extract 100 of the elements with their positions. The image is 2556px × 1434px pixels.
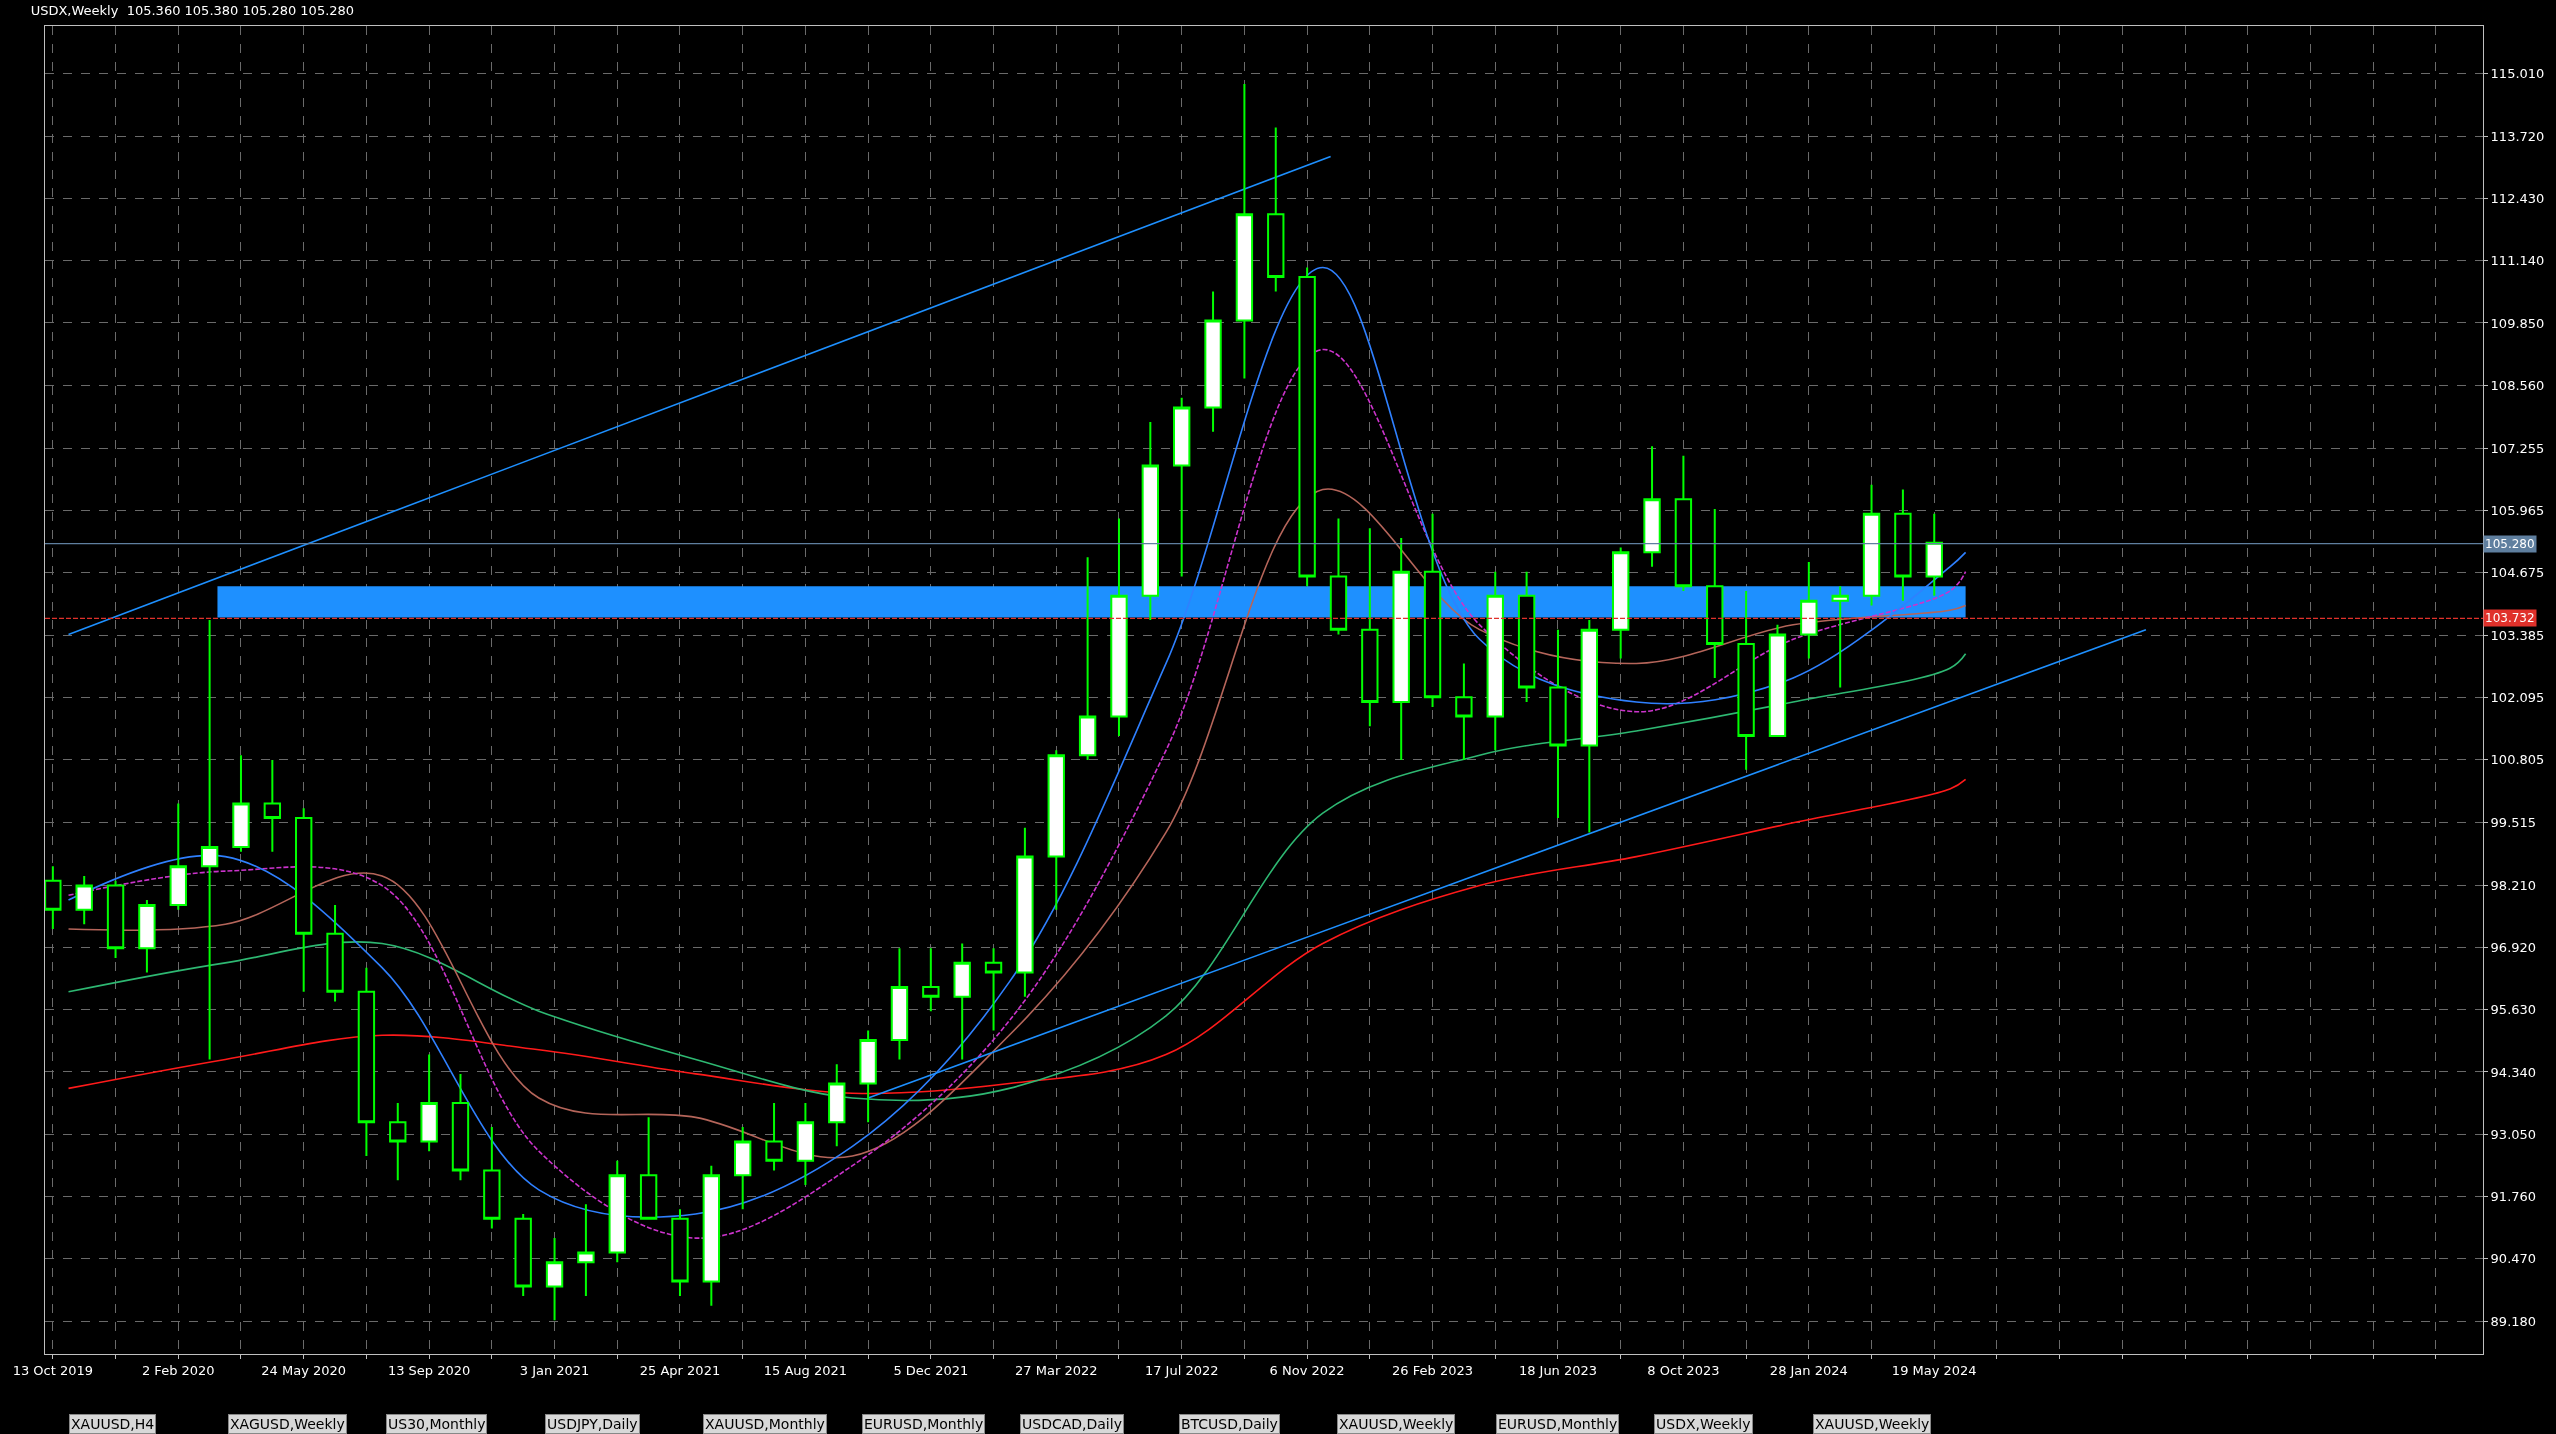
x-tick-label: 18 Jun 2023 — [1518, 1362, 1598, 1378]
candlestick — [1549, 628, 1567, 819]
candlestick — [169, 802, 187, 911]
candlestick — [1643, 445, 1661, 568]
candlestick — [326, 903, 344, 1003]
candlestick — [1298, 266, 1316, 588]
y-tick-label: 102.095 — [2490, 690, 2545, 706]
text: XAUUSD,Weekly — [1339, 1416, 1454, 1432]
candlestick — [389, 1101, 407, 1182]
candlestick — [1235, 82, 1254, 380]
candlestick — [922, 947, 940, 1013]
candlestick — [1894, 488, 1912, 602]
candlestick — [1110, 517, 1128, 737]
candlestick — [859, 1029, 877, 1124]
chart-title: USDX,Weekly 105.360 105.380 105.280 105.280 — [30, 2, 355, 18]
text: XAGUSD,Weekly — [230, 1416, 345, 1432]
y-tick-label: 103.385 — [2490, 627, 2545, 643]
x-tick-label: 24 May 2020 — [261, 1362, 347, 1378]
candlestick — [796, 1101, 815, 1186]
x-tick-label: 19 May 2024 — [1891, 1362, 1977, 1378]
candlestick — [953, 942, 971, 1061]
text: XAUUSD,H4 — [71, 1416, 155, 1432]
candlestick — [1329, 517, 1348, 636]
candlestick — [483, 1126, 501, 1230]
candlestick — [545, 1237, 564, 1322]
y-tick-label: 91.760 — [2490, 1189, 2537, 1205]
x-tick-label: 15 Aug 2021 — [763, 1362, 848, 1378]
candlestick — [1737, 590, 1755, 771]
text: BTCUSD,Daily — [1181, 1416, 1278, 1432]
y-tick-label: 109.850 — [2490, 315, 2545, 331]
candlestick — [1141, 420, 1160, 621]
candlestick — [514, 1212, 532, 1298]
ref-line-label: 105.280 — [2485, 537, 2535, 551]
text: USDX,Weekly — [1656, 1416, 1751, 1432]
x-tick-label: 13 Sep 2020 — [387, 1362, 471, 1378]
y-tick-label: 90.470 — [2490, 1251, 2537, 1267]
y-tick-label: 111.140 — [2490, 253, 2545, 269]
candlestick — [1612, 546, 1630, 660]
text: US30,Monthly — [388, 1416, 486, 1432]
candlestick — [295, 807, 313, 993]
candlestick — [765, 1101, 783, 1172]
candlestick — [734, 1126, 752, 1211]
candlestick — [106, 879, 125, 960]
y-tick-label: 113.720 — [2490, 128, 2545, 144]
candlestick — [1674, 454, 1693, 592]
candlestick — [1078, 556, 1097, 762]
x-tick-label: 28 Jan 2024 — [1769, 1362, 1848, 1378]
y-tick-label: 105.965 — [2490, 503, 2545, 519]
y-tick-label: 95.630 — [2490, 1002, 2537, 1018]
y-tick-label: 94.340 — [2490, 1064, 2537, 1080]
candlestick — [1800, 561, 1818, 660]
candlestick — [1862, 483, 1881, 607]
y-tick-label: 89.180 — [2490, 1313, 2537, 1329]
candlestick — [1517, 570, 1536, 704]
candlestick — [357, 966, 376, 1158]
text: EURUSD,Monthly — [864, 1416, 984, 1432]
candlestick — [45, 865, 62, 931]
candlestick — [1486, 570, 1504, 752]
candlestick — [1925, 512, 1943, 597]
text: USDCAD,Daily — [1022, 1416, 1122, 1432]
candlestick — [1173, 396, 1191, 578]
x-tick-label: 13 Oct 2019 — [12, 1362, 94, 1378]
candlestick — [1706, 507, 1724, 679]
text: XAUUSD,Weekly — [1815, 1416, 1930, 1432]
y-tick-label: 112.430 — [2490, 190, 2545, 206]
candlestick — [138, 899, 156, 974]
candlestick — [1392, 536, 1410, 762]
candlestick — [420, 1053, 438, 1153]
candlestick — [1361, 527, 1379, 728]
y-tick-label: 93.050 — [2490, 1126, 2537, 1142]
x-tick-label: 25 Apr 2021 — [639, 1362, 721, 1378]
candlestick — [608, 1159, 626, 1264]
candlestick — [984, 947, 1003, 1032]
candlestick — [1768, 623, 1787, 737]
x-tick-label: 27 Mar 2022 — [1015, 1362, 1098, 1378]
candlestick — [1016, 826, 1034, 998]
y-tick-label: 96.920 — [2490, 939, 2537, 955]
candlestick — [451, 1072, 470, 1182]
candlestick — [1047, 749, 1065, 911]
candlestick — [1831, 585, 1849, 689]
candlestick — [702, 1164, 721, 1307]
candlestick — [890, 947, 909, 1061]
candlestick — [1423, 512, 1442, 708]
y-tick-label: 99.515 — [2490, 814, 2537, 830]
candlestick — [1267, 126, 1285, 293]
candlestick — [577, 1203, 595, 1298]
x-tick-label: 6 Nov 2022 — [1269, 1362, 1345, 1378]
candlestick — [75, 874, 93, 926]
candlestick — [639, 1116, 658, 1220]
y-tick-label: 108.560 — [2490, 377, 2545, 393]
x-tick-label: 26 Feb 2023 — [1392, 1362, 1473, 1378]
y-tick-label: 100.805 — [2490, 752, 2545, 768]
candlestick — [200, 618, 219, 1061]
x-tick-label: 5 Dec 2021 — [893, 1362, 969, 1378]
y-tick-label: 98.210 — [2490, 877, 2537, 893]
x-tick-label: 8 Oct 2023 — [1647, 1362, 1720, 1378]
candlestick — [1204, 290, 1222, 433]
y-tick-label: 107.255 — [2490, 440, 2545, 456]
text: USDJPY,Daily — [547, 1416, 638, 1432]
ref-line-label: 103.732 — [2485, 611, 2535, 625]
